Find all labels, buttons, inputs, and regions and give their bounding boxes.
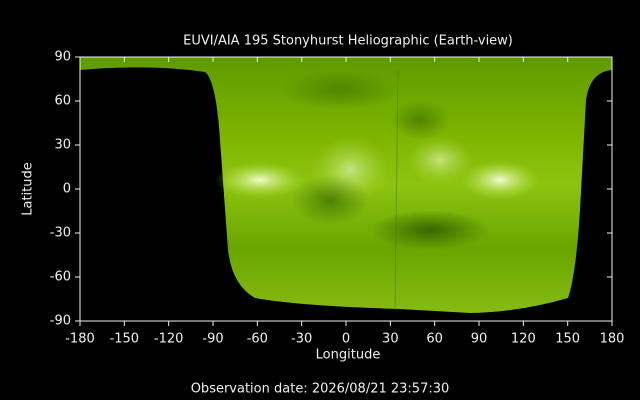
x-tick-label: -120 — [154, 332, 184, 347]
x-tick-label: 90 — [471, 332, 488, 347]
y-axis-label: Latitude — [21, 162, 36, 216]
x-axis-label: Longitude — [316, 348, 381, 363]
y-tick-label: 90 — [54, 50, 71, 65]
x-tick-label: -30 — [291, 332, 312, 347]
chart-title: EUVI/AIA 195 Stonyhurst Heliographic (Ea… — [183, 34, 513, 49]
y-tick-label: 30 — [54, 138, 71, 153]
x-tick-label: 60 — [426, 332, 443, 347]
y-tick-label: -90 — [50, 314, 71, 329]
y-tick-label: 0 — [63, 182, 71, 197]
observation-date: Observation date: 2026/08/21 23:57:30 — [191, 382, 450, 397]
y-tick-label: -60 — [50, 270, 71, 285]
solar-map — [80, 57, 612, 313]
y-tick-label: 60 — [54, 94, 71, 109]
y-tick-label: -30 — [50, 226, 71, 241]
x-tick-label: -150 — [110, 332, 140, 347]
x-tick-label: -60 — [247, 332, 268, 347]
x-tick-label: 30 — [382, 332, 399, 347]
x-tick-label: 180 — [600, 332, 625, 347]
x-tick-label: 150 — [555, 332, 580, 347]
x-tick-label: 120 — [511, 332, 536, 347]
x-tick-label: -180 — [65, 332, 95, 347]
x-tick-label: 0 — [342, 332, 350, 347]
x-tick-label: -90 — [202, 332, 223, 347]
